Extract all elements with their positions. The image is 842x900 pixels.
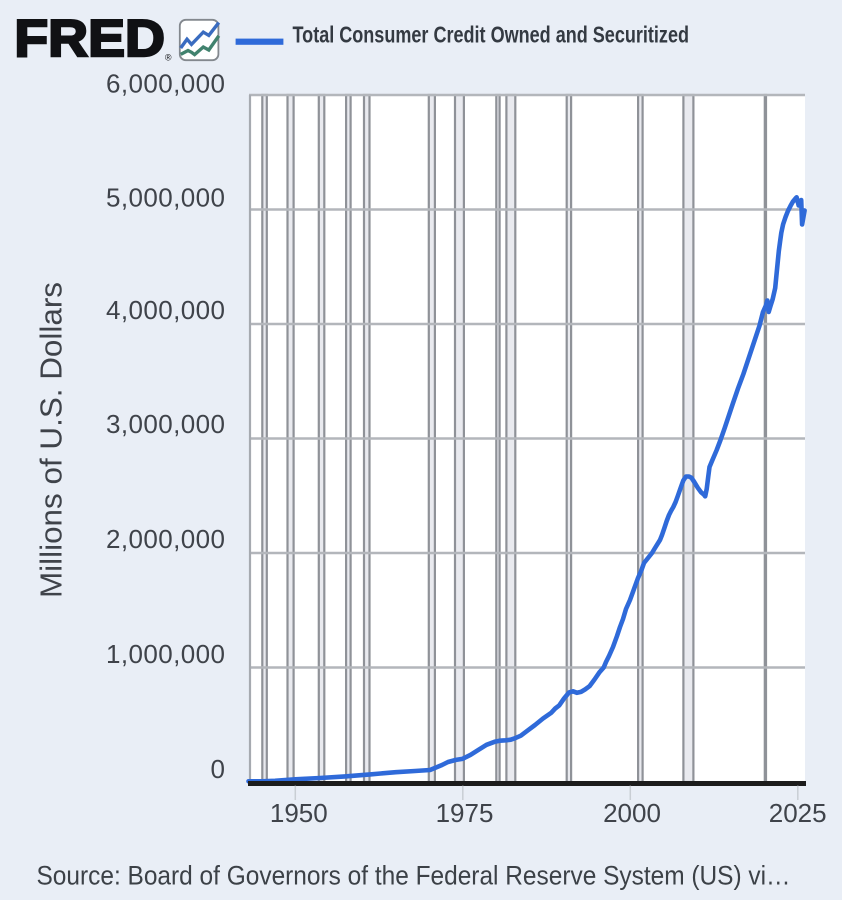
svg-text:FRED: FRED: [14, 10, 165, 68]
svg-text:5,000,000: 5,000,000: [106, 183, 225, 213]
svg-text:Source: Board of Governors of: Source: Board of Governors of the Federa…: [37, 861, 791, 891]
svg-text:4,000,000: 4,000,000: [106, 295, 225, 325]
svg-text:Millions of U.S. Dollars: Millions of U.S. Dollars: [34, 282, 69, 598]
svg-text:Total Consumer Credit Owned an: Total Consumer Credit Owned and Securiti…: [293, 22, 690, 48]
svg-text:3,000,000: 3,000,000: [106, 409, 225, 439]
svg-text:1950: 1950: [270, 798, 328, 828]
svg-text:1,000,000: 1,000,000: [106, 639, 225, 669]
svg-text:0: 0: [211, 754, 225, 784]
svg-text:6,000,000: 6,000,000: [106, 69, 225, 99]
svg-text:1975: 1975: [436, 798, 494, 828]
svg-text:2,000,000: 2,000,000: [106, 524, 225, 554]
svg-text:®: ®: [165, 53, 172, 63]
svg-text:2025: 2025: [769, 798, 827, 828]
svg-text:2000: 2000: [603, 798, 661, 828]
